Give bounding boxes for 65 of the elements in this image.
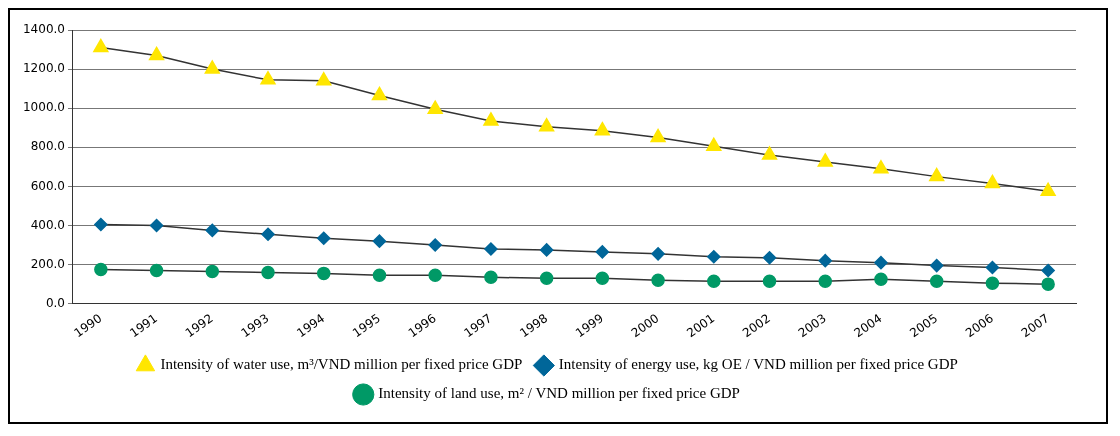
point [316, 72, 332, 86]
y-tick-label: 200.0 [30, 256, 65, 271]
y-tick-label: 800.0 [30, 139, 65, 154]
y-tick-label: 1200.0 [22, 61, 65, 76]
point [93, 38, 109, 53]
point [985, 276, 1000, 290]
point [261, 265, 275, 280]
point [94, 262, 108, 277]
point [427, 100, 443, 114]
point [483, 112, 499, 126]
point [316, 231, 331, 245]
point [707, 250, 721, 264]
point [1041, 277, 1055, 291]
point [929, 258, 944, 273]
point [371, 86, 388, 101]
point [484, 270, 498, 285]
point [929, 167, 945, 182]
point [428, 238, 442, 252]
point [874, 255, 888, 270]
point [707, 274, 721, 288]
point [929, 274, 944, 288]
point [762, 274, 777, 288]
point [651, 247, 665, 261]
point [985, 260, 1000, 275]
point [538, 118, 555, 132]
point [595, 271, 610, 286]
point [1040, 182, 1056, 197]
point [761, 146, 778, 160]
point [316, 266, 331, 281]
point [261, 227, 275, 242]
legend-label: Intensity of energy use, kg OE / VND million per fixed price GDP [558, 356, 958, 373]
y-tick-label: 1000.0 [22, 100, 65, 115]
point [650, 128, 666, 143]
legend-label: Intensity of water use, m³/VND million per fixed price GDP [160, 356, 523, 373]
legend-label: Intensity of land use, m² / VND million per fixed price GDP [378, 385, 740, 402]
point [148, 46, 165, 61]
point [873, 160, 889, 174]
point [874, 272, 888, 286]
y-tick-label: 1400.0 [22, 22, 65, 37]
point [595, 245, 610, 259]
point [539, 243, 554, 257]
point [818, 253, 832, 268]
point [818, 274, 832, 288]
point [706, 137, 722, 152]
point [204, 60, 220, 74]
point [205, 223, 220, 238]
point [372, 234, 387, 248]
point [984, 174, 1001, 189]
point [817, 153, 833, 167]
point [484, 242, 498, 256]
point [260, 71, 276, 85]
point [94, 217, 108, 232]
y-tick-label: 400.0 [30, 217, 65, 232]
point [594, 121, 611, 136]
point [762, 251, 777, 265]
point [428, 268, 442, 283]
point [1041, 263, 1055, 278]
point [205, 264, 220, 279]
y-tick-label: 0.0 [45, 295, 65, 310]
point [372, 268, 387, 283]
point [149, 263, 164, 278]
point [651, 273, 665, 287]
point [539, 271, 554, 286]
point [149, 218, 164, 233]
y-tick-label: 600.0 [30, 178, 65, 193]
